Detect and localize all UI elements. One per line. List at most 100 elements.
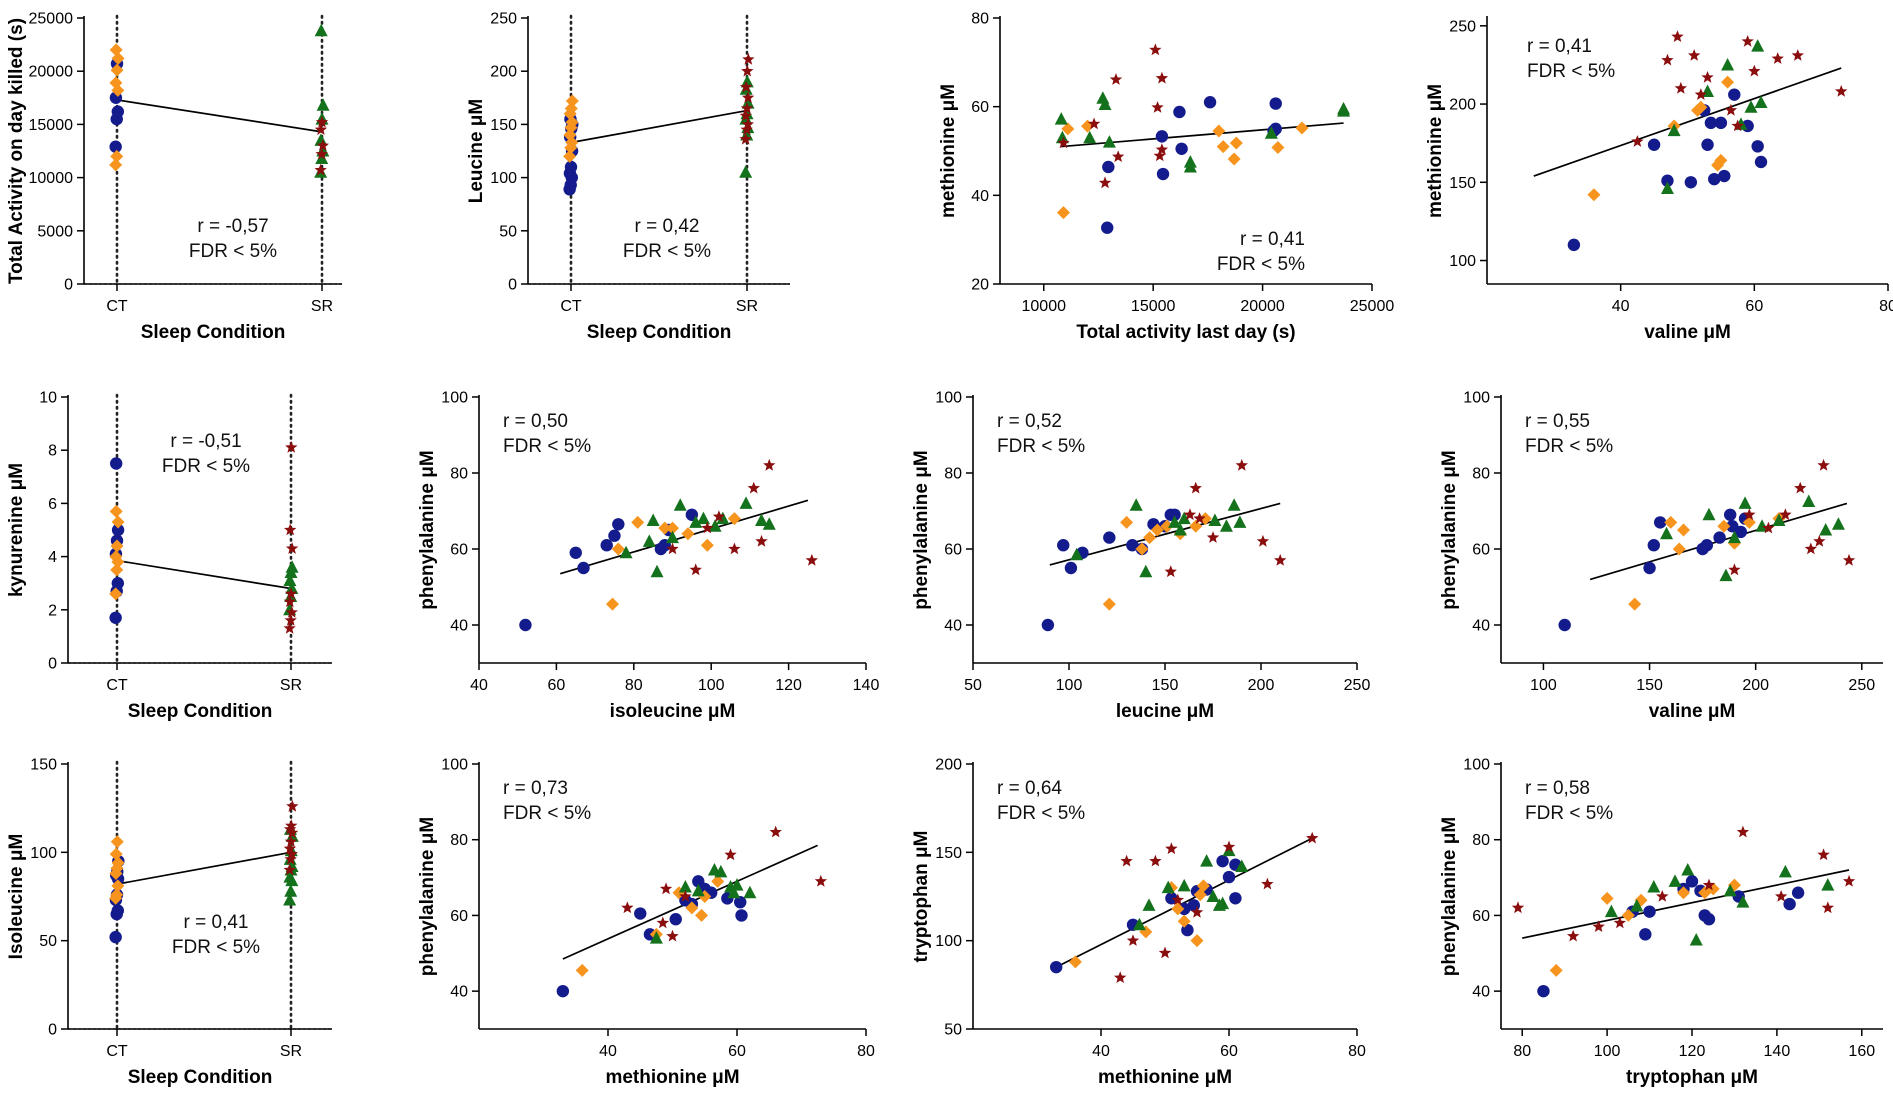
data-point-star: [1206, 531, 1220, 543]
chart-panel-p8: 40 60 80 100 100 150 200 250 valine μM phenylalan…: [1439, 390, 1883, 722]
y-tick-label: 10: [39, 390, 57, 407]
y-tick-label: 80: [450, 466, 468, 483]
data-point-triangle: [646, 513, 660, 526]
data-point-diamond: [110, 563, 124, 577]
chart-panel-p6: 40 60 80 100 40 60 80 100 120 140 isoleucine μM phe…: [417, 390, 879, 723]
data-point-star: [1120, 854, 1133, 867]
data-point-circle: [556, 984, 570, 998]
data-point-triangle: [283, 870, 297, 883]
y-tick-label: 60: [1472, 542, 1490, 559]
data-point-diamond: [1295, 121, 1309, 135]
data-point-star: [1613, 916, 1626, 929]
y-tick-label: 150: [490, 117, 517, 134]
data-point-circle: [1734, 525, 1748, 539]
data-point-star: [1688, 49, 1701, 61]
data-point-triangle: [1235, 859, 1249, 872]
data-point-circle: [1700, 539, 1714, 552]
y-axis-title: phenylalanine μM: [417, 817, 438, 976]
data-point-triangle: [619, 545, 633, 559]
data-point-triangle: [696, 511, 710, 525]
fdr-annotation: FDR < 5%: [503, 803, 591, 824]
data-point-diamond: [1190, 934, 1204, 948]
y-tick-label: 100: [935, 390, 962, 407]
data-point-star: [284, 613, 297, 626]
data-point-diamond: [1150, 523, 1164, 537]
data-point-star: [621, 901, 634, 914]
x-tick-label: 160: [1848, 1043, 1875, 1060]
y-tick-label: 40: [1472, 618, 1490, 635]
y-tick-label: 100: [441, 757, 468, 774]
data-point-star: [1165, 842, 1178, 855]
data-point-diamond: [110, 63, 124, 77]
x-tick-label: 140: [1764, 1043, 1791, 1060]
data-point-triangle: [1802, 494, 1816, 507]
y-tick-label: 60: [450, 542, 468, 559]
data-point-diamond: [1229, 136, 1243, 150]
data-point-circle: [634, 907, 647, 920]
data-point-star: [689, 563, 702, 576]
data-point-star: [739, 109, 753, 122]
data-point-circle: [1647, 138, 1661, 151]
data-point-triangle: [1161, 880, 1175, 894]
data-point-triangle: [1264, 126, 1278, 139]
data-point-circle: [608, 529, 621, 542]
fit-line: [116, 559, 292, 590]
y-axis-title: methionine μM: [938, 84, 959, 218]
x-tick-label: 15000: [1131, 298, 1176, 315]
data-point-triangle: [666, 530, 679, 544]
data-point-diamond: [110, 539, 124, 553]
chart-panel-p4: 100 150 200 250 40 60 80 valine μM methionine μM…: [1425, 16, 1893, 343]
x-tick-label: 40: [1612, 298, 1630, 315]
y-axis-title: phenylalanine μM: [1439, 450, 1460, 609]
x-tick-label: SR: [311, 298, 333, 315]
data-point-diamond: [1600, 891, 1614, 905]
x-tick-label: 40: [599, 1043, 617, 1060]
data-point-diamond: [666, 521, 679, 535]
data-point-star: [1171, 893, 1184, 906]
y-axis-title: Isoleucine μM: [6, 834, 27, 960]
data-point-circle: [1103, 531, 1116, 544]
y-axis-title: tryptophan μM: [911, 831, 932, 963]
data-point-diamond: [1628, 597, 1642, 611]
data-point-star: [659, 882, 673, 895]
data-point-diamond: [109, 43, 123, 57]
data-point-star: [755, 534, 768, 547]
y-tick-label: 0: [48, 656, 57, 673]
data-point-circle: [1708, 172, 1721, 186]
x-axis-title: Sleep Condition: [128, 701, 273, 722]
data-point-triangle: [1831, 517, 1845, 530]
data-point-diamond: [111, 856, 125, 870]
y-axis-title: methionine μM: [1425, 84, 1446, 218]
data-point-star: [285, 441, 298, 453]
y-tick-label: 60: [944, 542, 962, 559]
data-point-triangle: [649, 931, 663, 944]
data-point-star: [656, 916, 669, 929]
data-point-triangle: [1208, 513, 1222, 526]
data-point-diamond: [111, 879, 125, 893]
data-point-star: [1235, 458, 1248, 471]
data-point-circle: [577, 561, 590, 575]
y-tick-label: 40: [944, 618, 962, 635]
y-tick-label: 20000: [29, 64, 74, 81]
data-point-triangle: [1222, 843, 1236, 857]
data-point-star: [285, 542, 299, 554]
x-axis-title: leucine μM: [1116, 701, 1214, 722]
x-axis-title: valine μM: [1649, 701, 1736, 722]
data-point-diamond: [565, 94, 579, 108]
y-axis-title: phenylalanine μM: [911, 450, 932, 609]
data-point-diamond: [1694, 100, 1708, 114]
data-point-circle: [1229, 892, 1242, 905]
x-axis-title: Sleep Condition: [587, 322, 732, 343]
data-point-star: [1149, 43, 1162, 56]
chart-panel-p1: 0 5000 10000 15000 20000 25000 CT SR Sleep Condi…: [6, 11, 342, 343]
data-point-circle: [111, 523, 125, 537]
data-point-diamond: [681, 527, 695, 541]
x-tick-label: 60: [1220, 1043, 1238, 1060]
data-point-star: [1112, 150, 1125, 162]
data-point-star: [1274, 553, 1287, 566]
data-point-star: [1222, 840, 1236, 853]
data-point-diamond: [1143, 531, 1157, 545]
data-point-circle: [1643, 561, 1656, 575]
data-point-triangle: [284, 884, 298, 897]
y-tick-label: 150: [1449, 175, 1476, 192]
